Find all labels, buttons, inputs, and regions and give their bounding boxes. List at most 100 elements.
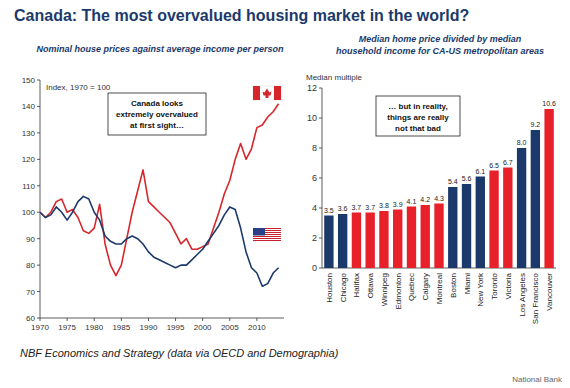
x-tick-label: 1985	[112, 323, 130, 332]
y-tick	[37, 291, 40, 292]
x-tick-label: Ottawa	[366, 272, 375, 298]
data-label: 3.5	[324, 207, 334, 214]
x-tick	[148, 318, 149, 321]
data-label: 5.6	[462, 175, 472, 182]
bar	[365, 213, 374, 269]
subtitle: Median home price divided by median	[359, 34, 522, 44]
bar-chart: Median multiple0246810123.5Houston3.6Chi…	[306, 73, 556, 324]
flag-canada	[253, 86, 281, 100]
credit: National Bank	[512, 375, 563, 384]
x-tick-label: Montreal	[435, 273, 444, 304]
x-tick-label: Winnipeg	[380, 273, 389, 306]
y-tick-label: 150	[22, 76, 36, 85]
x-tick-label: Chicago	[339, 272, 348, 302]
annotation-box	[108, 93, 206, 135]
annotation: … but in reality,things are reallynot th…	[376, 96, 460, 136]
data-label: 6.7	[503, 159, 513, 166]
data-label: 4.1	[407, 198, 417, 205]
y-tick	[319, 178, 322, 179]
x-tick-label: Boston	[449, 273, 458, 298]
bar	[503, 168, 512, 269]
flag-stripe	[253, 238, 281, 239]
x-tick-label: 2000	[194, 323, 212, 332]
x-tick	[121, 318, 122, 321]
bar	[324, 216, 333, 269]
y-axis-label: Median multiple	[306, 73, 363, 82]
bar	[476, 177, 485, 269]
y-tick-label: 0	[312, 263, 317, 273]
data-label: 5.4	[448, 178, 458, 185]
x-tick	[229, 318, 230, 321]
x-tick-label: Houston	[325, 273, 334, 303]
bar	[517, 148, 526, 268]
annotation-text: things are really	[387, 113, 449, 122]
flag-band	[274, 86, 281, 100]
bar	[352, 213, 361, 269]
y-tick-label: 12	[307, 83, 317, 93]
line-chart: 6070809010011012013014015019701975198019…	[22, 76, 284, 332]
data-label: 3.7	[365, 204, 375, 211]
y-axis-label: Index, 1970 = 100	[46, 83, 111, 92]
y-tick-label: 6	[312, 173, 317, 183]
y-tick-label: 2	[312, 233, 317, 243]
subtitle: Nominal house prices against average inc…	[36, 44, 284, 54]
y-tick-label: 140	[22, 102, 36, 111]
annotation-text: Canada looks	[131, 99, 184, 108]
data-label: 4.2	[420, 196, 430, 203]
flag-field	[253, 86, 281, 100]
x-tick-label: Quebec	[407, 273, 416, 301]
series-line	[40, 196, 279, 286]
bar	[462, 184, 471, 268]
x-tick-label: Edmonton	[394, 273, 403, 309]
data-label: 3.9	[393, 201, 403, 208]
bar	[338, 214, 347, 268]
page: Canada: The most overvalued housing mark…	[0, 0, 570, 388]
y-tick-label: 130	[22, 129, 36, 138]
y-tick-label: 90	[26, 235, 35, 244]
bar	[393, 210, 402, 269]
y-tick-label: 8	[312, 143, 317, 153]
bar	[531, 130, 540, 268]
x-tick-label: 1995	[167, 323, 185, 332]
y-tick	[319, 88, 322, 89]
y-tick-label: 120	[22, 155, 36, 164]
y-tick	[319, 118, 322, 119]
x-tick	[40, 318, 41, 321]
y-tick-label: 60	[26, 314, 35, 323]
y-tick-label: 80	[26, 261, 35, 270]
x-tick-label: 2010	[248, 323, 266, 332]
x-tick-label: 1975	[58, 323, 76, 332]
y-tick-label: 110	[22, 182, 35, 191]
x-tick-label: Toronto	[490, 272, 499, 299]
y-tick-label: 100	[22, 208, 36, 217]
flag-stripe	[253, 237, 281, 238]
bar	[489, 171, 498, 269]
bar	[379, 211, 388, 268]
x-axis	[40, 318, 284, 319]
flag-stripe	[253, 239, 281, 240]
flag-band	[253, 86, 260, 100]
y-tick	[37, 185, 40, 186]
data-label: 6.1	[475, 168, 485, 175]
x-tick-label: 2005	[221, 323, 239, 332]
data-label: 6.5	[489, 162, 499, 169]
y-tick	[37, 265, 40, 266]
series-line	[40, 104, 279, 276]
data-label: 3.8	[379, 202, 389, 209]
flag-leaf	[263, 89, 272, 99]
flag-stripe	[253, 240, 281, 241]
x-tick	[175, 318, 176, 321]
x-tick-label: Calgary	[421, 273, 430, 301]
y-tick	[37, 159, 40, 160]
data-label: 10.6	[542, 100, 556, 107]
x-tick-label: San Francisco	[531, 272, 540, 324]
x-tick-label: 1990	[140, 323, 158, 332]
annotation-text: at first sight…	[130, 121, 184, 130]
annotation-text: … but in reality,	[388, 102, 447, 111]
y-tick	[37, 106, 40, 107]
y-tick-label: 70	[26, 288, 35, 297]
subtitle: household income for CA-US metropolitan …	[336, 46, 544, 56]
x-tick-label: Vancouver	[545, 273, 554, 311]
bars	[324, 109, 554, 268]
data-label: 4.3	[434, 195, 444, 202]
